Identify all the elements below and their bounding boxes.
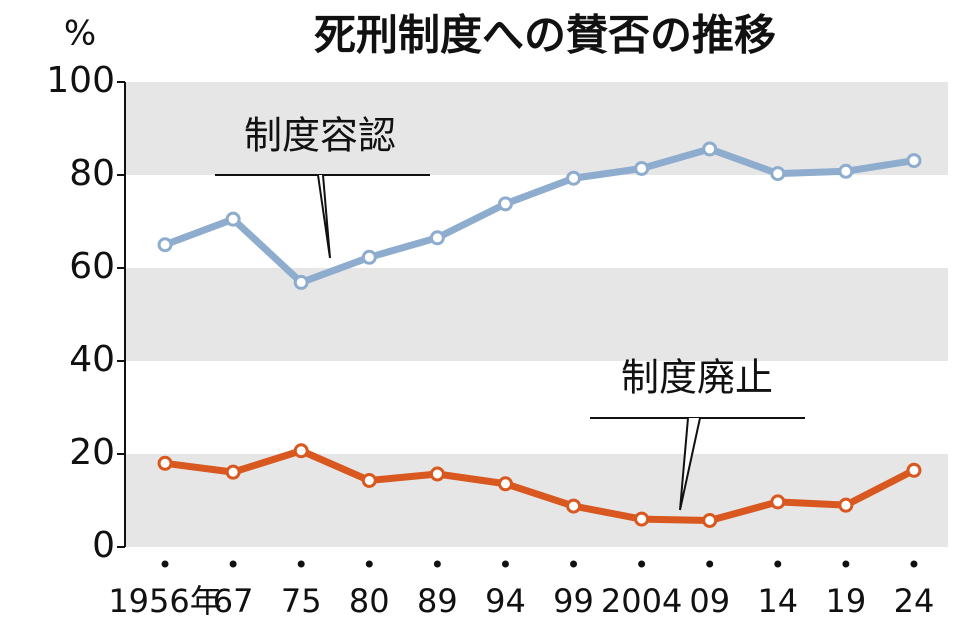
y-tick-label: 100 xyxy=(46,60,115,101)
x-tick-dot xyxy=(638,560,646,568)
point xyxy=(702,512,718,528)
x-tick-dot xyxy=(842,560,850,568)
x-tick-dot xyxy=(297,560,305,568)
x-tick-dot xyxy=(365,560,373,568)
y-tick-label: 40 xyxy=(69,339,115,380)
x-tick-label: 67 xyxy=(213,582,254,620)
y-tick-label: 80 xyxy=(69,153,115,194)
point xyxy=(838,497,854,513)
leader xyxy=(317,174,331,259)
point xyxy=(702,141,718,157)
series-label: 制度容認 xyxy=(244,114,396,158)
x-tick-dot xyxy=(433,560,441,568)
x-tick-label: 09 xyxy=(689,582,730,620)
y-tick-label: 20 xyxy=(69,432,115,473)
point xyxy=(157,237,173,253)
point xyxy=(157,455,173,471)
x-tick-label: 24 xyxy=(894,582,935,620)
point xyxy=(497,196,513,212)
x-tick-label: 89 xyxy=(417,582,458,620)
point xyxy=(361,249,377,265)
point xyxy=(566,170,582,186)
x-tick-label: 1956年 xyxy=(108,582,221,620)
point xyxy=(906,462,922,478)
series-line xyxy=(163,145,915,286)
series-line xyxy=(164,447,916,524)
point xyxy=(429,230,445,246)
x-tick-dot xyxy=(229,560,237,568)
bands xyxy=(125,82,948,547)
leader xyxy=(679,417,701,511)
x-tick-dot xyxy=(161,560,169,568)
x-tick-dot xyxy=(910,560,918,568)
x-tick-label: 80 xyxy=(349,582,390,620)
point xyxy=(225,464,241,480)
y-tick-label: 60 xyxy=(69,246,115,287)
grid-band xyxy=(125,268,948,361)
x-tick-dot xyxy=(706,560,714,568)
x-tick-dot xyxy=(570,560,578,568)
x-tick-label: 94 xyxy=(485,582,526,620)
point xyxy=(634,160,650,176)
point xyxy=(293,274,309,290)
point xyxy=(566,498,582,514)
point xyxy=(429,466,445,482)
point xyxy=(906,153,922,169)
x-tick-label: 14 xyxy=(757,582,798,620)
y-tick-label: 0 xyxy=(92,525,115,566)
series-label: 制度廃止 xyxy=(621,356,773,400)
point xyxy=(634,511,650,527)
point xyxy=(225,211,241,227)
x-tick-label: 19 xyxy=(826,582,867,620)
x-tick-dot xyxy=(501,560,509,568)
x-tick-label: 75 xyxy=(281,582,322,620)
grid-band xyxy=(125,82,948,175)
x-tick-label: 2004 xyxy=(601,582,682,620)
point xyxy=(770,166,786,182)
point xyxy=(770,494,786,510)
point xyxy=(838,163,854,179)
chart-title: 死刑制度への賛否の推移 xyxy=(314,11,776,60)
point xyxy=(497,476,513,492)
plot xyxy=(157,141,922,528)
point xyxy=(361,473,377,489)
x-tick-label: 99 xyxy=(553,582,594,620)
x-tick-dot xyxy=(774,560,782,568)
point xyxy=(293,443,309,459)
y-axis-label: % xyxy=(64,14,96,54)
